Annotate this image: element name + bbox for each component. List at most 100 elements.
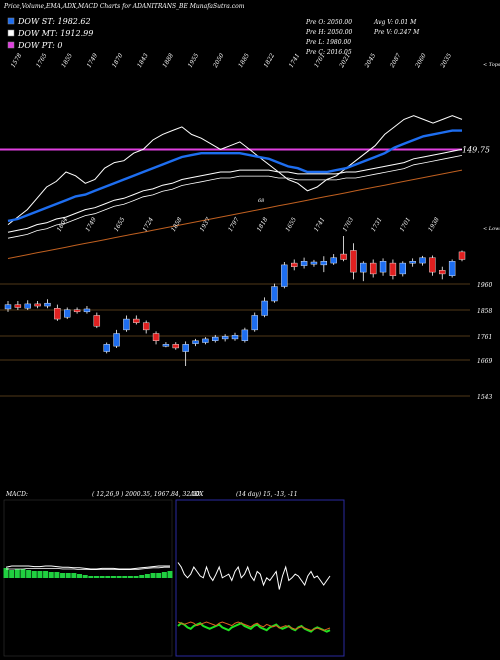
macd-histogram-bar	[161, 572, 167, 578]
pre-close: Pre C: 2016.05	[305, 49, 352, 56]
ema-line-price	[7, 115, 463, 225]
macd-histogram-bar	[60, 573, 66, 578]
legend-entry: DOW PT: 0	[17, 41, 63, 50]
candle-body	[261, 300, 268, 316]
price-level-label: 1960	[477, 282, 492, 289]
macd-histogram-bar	[105, 576, 111, 578]
macd-line	[5, 565, 170, 570]
macd-histogram-bar	[14, 569, 20, 578]
ohlc-readout: Pre O: 2050.00 Avg V: 0.01 M Pre H: 2050…	[305, 19, 420, 56]
macd-histogram-bar	[37, 571, 43, 578]
candle-body	[330, 257, 337, 264]
candle-body	[142, 322, 150, 331]
pre-volume: Pre V: 0.247 M	[373, 29, 420, 36]
candle-body	[44, 302, 51, 307]
candle-body	[281, 264, 288, 287]
candle-body	[212, 336, 219, 341]
price-level-label: 1669	[477, 358, 492, 365]
candle-body	[73, 309, 81, 313]
macd-histogram-bar	[144, 574, 150, 578]
candle-body	[172, 344, 179, 349]
candle-body	[350, 250, 357, 273]
macd-signal-line	[6, 566, 170, 570]
macd-histogram-bar	[139, 575, 145, 578]
pre-open: Pre O: 2050.00	[305, 19, 352, 26]
macd-histogram-bar	[110, 576, 116, 578]
macd-histogram-bar	[167, 571, 173, 578]
avg-volume: Avg V: 0.01 M	[373, 19, 417, 26]
candle-body	[202, 338, 209, 343]
legend-entry: DOW ST: 1982.62	[17, 17, 91, 26]
macd-histogram-bar	[54, 572, 60, 578]
ema-line-ema-mid	[7, 148, 463, 233]
candle-body	[271, 286, 278, 302]
macd-histogram-bar	[43, 571, 49, 578]
legend-swatch	[7, 17, 15, 25]
price-level-label: 1543	[477, 394, 492, 401]
candle-body	[14, 304, 22, 308]
candle-body	[310, 261, 318, 265]
marker-label: 68	[258, 198, 264, 204]
candle-body	[192, 340, 199, 344]
legend: DOW ST: 1982.62 DOW MT: 1912.99 DOW PT: 0	[7, 17, 93, 50]
macd-histogram-bar	[88, 576, 94, 578]
candle-body	[4, 304, 12, 310]
adx-label: ADX	[189, 491, 204, 498]
macd-histogram-bar	[99, 576, 105, 578]
candle-body	[369, 262, 377, 275]
candle-body	[54, 308, 61, 320]
macd-histogram-bar	[150, 573, 156, 578]
minus-di-line	[177, 621, 331, 631]
candle-body	[389, 262, 397, 276]
ema-line-ema-slow	[7, 169, 463, 259]
candle-body	[251, 315, 258, 331]
candle-body	[439, 270, 446, 275]
adx-plot	[177, 562, 331, 633]
adx-params: (14 day) 15, -13, -11	[236, 491, 298, 498]
candle-body	[320, 261, 328, 266]
candle-body	[419, 257, 426, 264]
candle-body	[133, 318, 140, 323]
adx-frame	[175, 499, 345, 657]
candle-body	[231, 335, 239, 340]
macd-histogram-bar	[156, 573, 162, 578]
adx-line	[177, 562, 331, 590]
price-level-label: 1761	[477, 334, 492, 341]
macd-histogram-bar	[127, 576, 133, 578]
level-label: 149.75	[462, 145, 490, 154]
candle-body	[300, 261, 308, 266]
candle-body	[113, 333, 120, 347]
legend-entry: DOW MT: 1912.99	[17, 29, 93, 38]
candle-body	[123, 318, 130, 331]
candle-body	[379, 261, 387, 273]
candle-body	[458, 251, 466, 260]
macd-plot	[3, 565, 173, 578]
macd-histogram-bar	[48, 572, 54, 578]
macd-panel: MACD: ( 12,26,9 ) 2000.35, 1967.84, 32.5…	[3, 491, 200, 657]
macd-histogram-bar	[26, 570, 32, 578]
candle-body	[291, 262, 298, 267]
macd-params: ( 12,26,9 ) 2000.35, 1967.84, 32.50	[92, 491, 200, 498]
macd-histogram-bar	[9, 570, 15, 578]
candle-body	[409, 261, 416, 264]
macd-histogram-bar	[3, 568, 9, 578]
candle-body	[64, 309, 71, 318]
adx-panel: ADX (14 day) 15, -13, -11	[175, 491, 345, 657]
candle-body	[340, 253, 347, 260]
candle-body	[399, 262, 406, 275]
macd-histogram-bar	[20, 569, 26, 578]
candle-body	[162, 344, 170, 347]
macd-histogram-bar	[77, 574, 83, 578]
candle-body	[34, 303, 41, 307]
candle-body	[360, 262, 367, 273]
candle-body	[83, 308, 91, 313]
candle-body	[93, 315, 101, 327]
legend-swatch	[7, 29, 15, 37]
tops-note: < Tops	[483, 62, 500, 68]
price-level-label: 1858	[477, 308, 492, 315]
candle-body	[182, 344, 189, 352]
ema-line-ema-fast	[7, 129, 462, 223]
macd-label: MACD:	[5, 491, 28, 498]
macd-histogram-bar	[116, 576, 122, 578]
